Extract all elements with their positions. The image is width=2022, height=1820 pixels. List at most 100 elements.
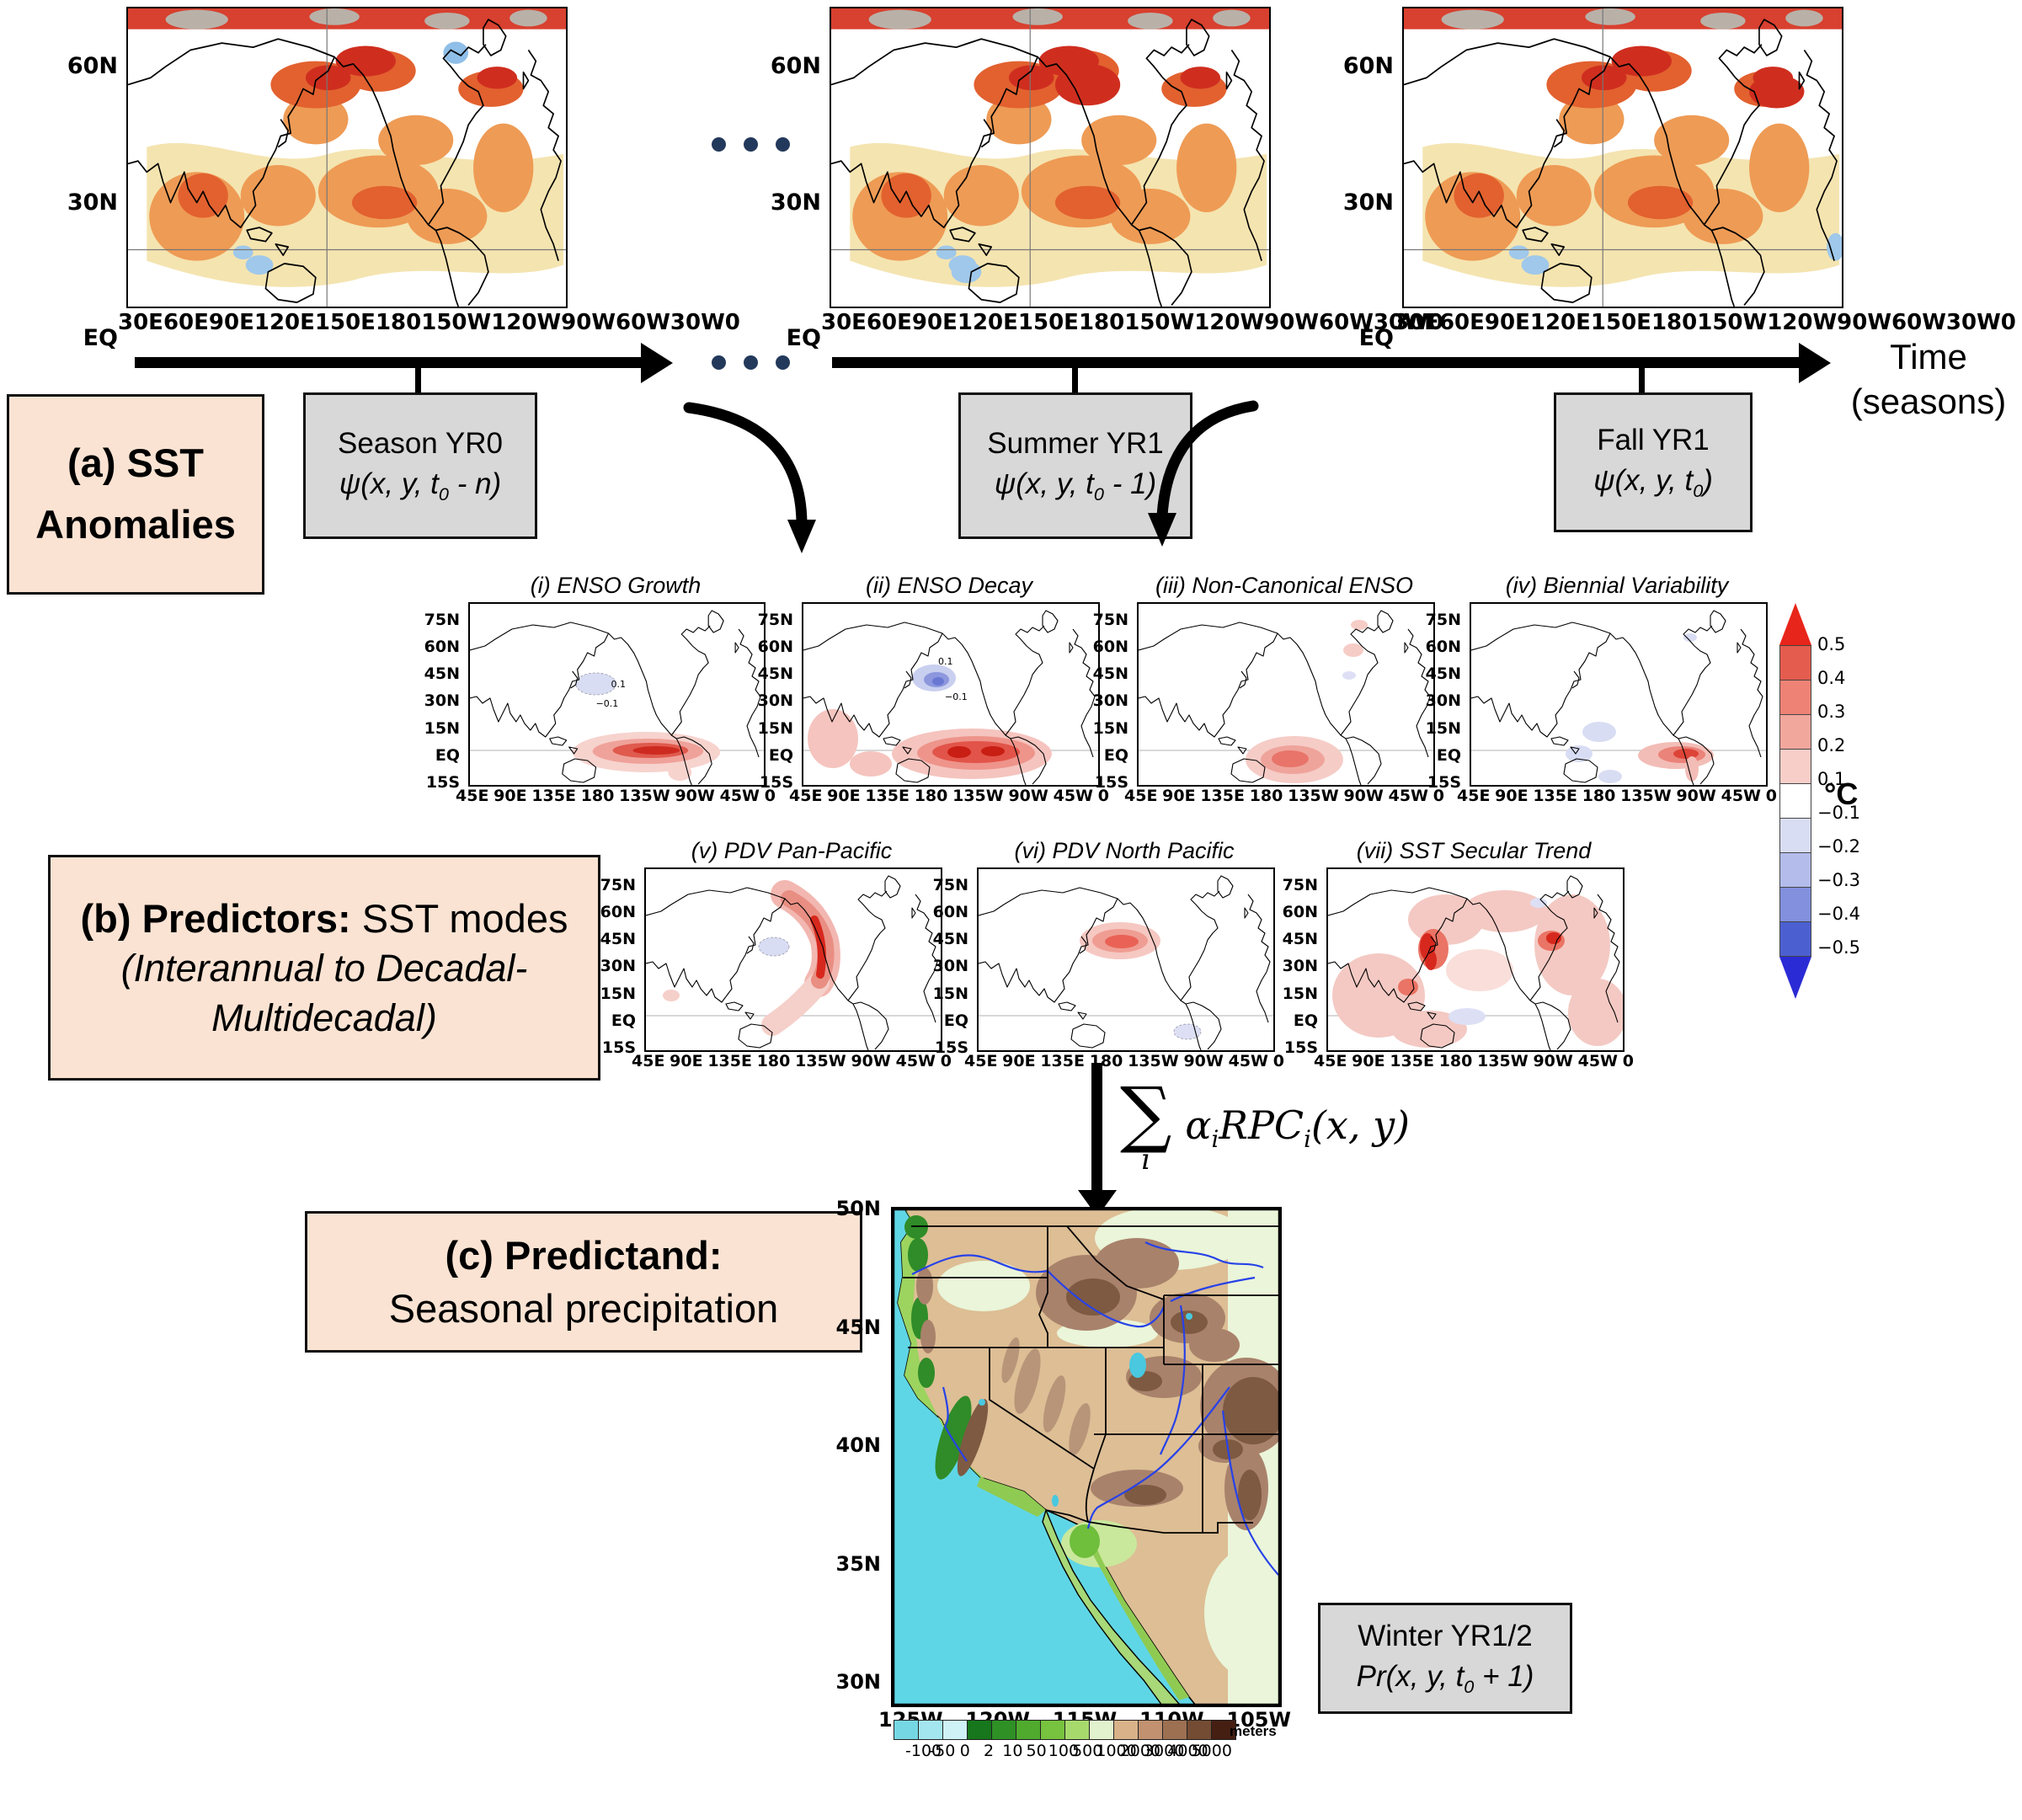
tick-label: EQ	[83, 325, 118, 351]
tick-label: 60N	[1092, 638, 1128, 657]
tick-label: 60W	[616, 310, 670, 335]
tick-label: 120E	[1529, 310, 1591, 335]
tick-label: 0	[1272, 1052, 1284, 1070]
tick-label: 45N	[757, 664, 793, 684]
curved-arrows	[683, 400, 1259, 553]
tick-label: 3000	[1143, 1742, 1185, 1760]
tick-label: 120W	[1767, 310, 1838, 335]
tick-label: 135W	[1288, 787, 1339, 805]
tick-label: 45N	[1282, 930, 1318, 949]
tick-label: 60E	[1438, 310, 1485, 335]
tick-label: 30N	[770, 189, 821, 216]
tick-label: 90E	[911, 310, 958, 335]
tick-label: 90W	[675, 787, 715, 805]
tick-label: 2	[983, 1742, 995, 1760]
tick-label: 15N	[932, 984, 968, 1003]
ellipsis-dots-timeline	[712, 355, 790, 370]
tick-label: 0.5	[1817, 634, 1846, 654]
tick-label: 30W	[1945, 310, 2001, 335]
tick-label: 75N	[932, 876, 968, 894]
pdv-pan-pacific-yaxis: 75N 60N 45N 30N 15N EQ 15S	[597, 867, 636, 1059]
tick-label: 40N	[835, 1433, 881, 1457]
tick-label: 135E	[707, 1052, 752, 1070]
map-title-biennial: (iv) Biennial Variability	[1505, 573, 1729, 598]
tick-label: 90W	[1183, 1052, 1224, 1070]
tick-label: 60E	[163, 310, 209, 335]
timeline-tick-summer-yr1	[1072, 362, 1078, 394]
tick-label: 45W	[719, 787, 760, 805]
sst-map2-yaxis: 60N 30N EQ	[755, 7, 821, 393]
winter-yr12-box: Winter YR1/2 Pr(x, y, t0 + 1)	[1318, 1603, 1572, 1714]
tick-label: 180	[580, 787, 615, 805]
tick-label: 180	[756, 1052, 791, 1070]
tick-label: 135E	[1200, 787, 1245, 805]
tick-label: 30W	[1373, 310, 1428, 335]
tick-label: 30N	[424, 691, 460, 711]
svg-text:−0.1: −0.1	[596, 698, 619, 709]
tick-label: 60N	[600, 903, 636, 922]
tick-label: 0.1	[1817, 769, 1846, 789]
sst-map2-xaxis: 30E 60E 90E 120E 150E 180 150W 120W 90W 60W 30W 0	[821, 310, 1443, 335]
sum-arrow-shaft	[1091, 1063, 1102, 1192]
enso-decay-yaxis: 75N 60N 45N 30N 15N EQ 15S	[755, 602, 793, 793]
tick-label: 15N	[1282, 984, 1318, 1003]
tick-label: 50N	[835, 1197, 881, 1220]
pdv-north-pacific-map	[977, 867, 1275, 1052]
tick-label: 45E	[789, 787, 823, 805]
tick-label: 30E	[821, 310, 867, 335]
tick-label: 90E	[208, 310, 254, 335]
tick-label: 0	[1097, 787, 1109, 805]
tick-label: 135W	[1620, 787, 1672, 805]
tick-label: 0	[1427, 310, 1443, 335]
tick-label: 135E	[531, 787, 576, 805]
tick-label: EQ	[1293, 1011, 1318, 1030]
tick-label: 1000	[1096, 1742, 1137, 1760]
us-topography-map	[891, 1207, 1282, 1707]
tick-label: 45E	[632, 1052, 665, 1070]
tick-label: −0.4	[1817, 904, 1860, 924]
tick-label: 0	[1622, 1052, 1634, 1070]
tick-label: 90W	[1676, 787, 1716, 805]
sst-colorbar	[1779, 603, 1811, 999]
tick-label: 15N	[1425, 718, 1461, 738]
tick-label: 150E	[314, 310, 376, 335]
sst-anomaly-map-season-yr0	[126, 7, 568, 308]
elevation-colorbar-unit: meters	[1230, 1723, 1277, 1739]
tick-label: 180	[1249, 787, 1283, 805]
fall-yr1-box: Fall YR1 ψ(x, y, t0)	[1554, 392, 1753, 532]
svg-text:0.1: 0.1	[611, 679, 626, 690]
sst-anomaly-map-summer-yr1	[830, 7, 1271, 308]
tick-label: 50	[1026, 1742, 1047, 1760]
enso-growth-xaxis: 45E 90E 135E 180 135W 90W 45W 0	[456, 787, 776, 805]
tick-label: 60N	[1282, 903, 1318, 922]
noncanonical-yaxis: 75N 60N 45N 30N 15N EQ 15S	[1090, 602, 1128, 793]
biennial-xaxis: 45E 90E 135E 180 135W 90W 45W 0	[1457, 787, 1777, 805]
tick-label: 75N	[757, 611, 793, 629]
secular-trend-xaxis: 45E 90E 135E 180 135W 90W 45W 0	[1314, 1052, 1634, 1070]
tick-label: 75N	[1425, 611, 1461, 629]
tick-label: 45W	[1577, 1052, 1618, 1070]
tick-label: 45W	[1721, 787, 1761, 805]
sst-map3-yaxis: 60N 30N EQ	[1328, 7, 1394, 393]
tick-label: 45W	[895, 1052, 936, 1070]
time-axis-label: Time (seasons)	[1850, 337, 2007, 421]
pdv-pan-pacific-xaxis: 45E 90E 135E 180 135W 90W 45W 0	[632, 1052, 952, 1070]
tick-label: 45E	[456, 787, 489, 805]
tick-label: 90E	[1352, 1052, 1385, 1070]
tick-label: 15N	[1092, 718, 1128, 738]
tick-label: 15N	[757, 718, 793, 738]
tick-label: 135W	[619, 787, 670, 805]
pdv-pan-pacific-map	[644, 867, 942, 1052]
tick-label: 120E	[957, 310, 1018, 335]
tick-label: 90E	[1002, 1052, 1036, 1070]
svg-text:−0.1: −0.1	[945, 691, 968, 702]
tick-label: 0	[2000, 310, 2016, 335]
timeline-tick-season-yr0	[415, 362, 421, 394]
tick-label: 30N	[600, 957, 636, 976]
tick-label: 75N	[1092, 611, 1128, 629]
tick-label: 60N	[757, 638, 793, 657]
tick-label: 15S	[934, 1038, 968, 1057]
tick-label: 15N	[600, 984, 636, 1003]
pdv-north-pacific-yaxis: 75N 60N 45N 30N 15N EQ 15S	[930, 867, 968, 1059]
tick-label: EQ	[768, 745, 793, 765]
